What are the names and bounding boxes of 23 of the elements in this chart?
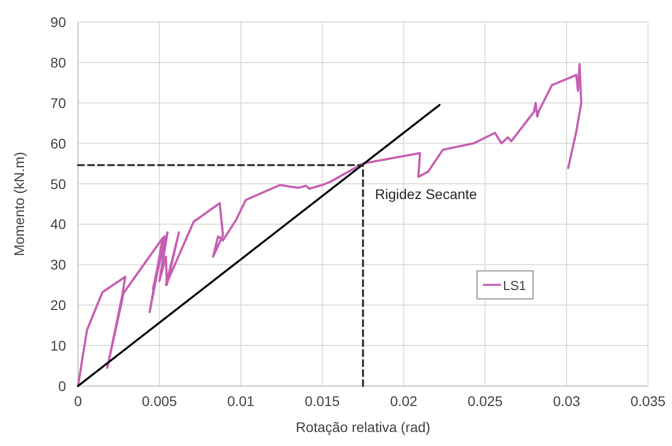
y-tick-label: 10	[50, 338, 66, 354]
x-tick-label: 0.015	[304, 393, 340, 409]
x-tick-label: 0.025	[468, 393, 503, 409]
y-tick-label: 40	[50, 216, 66, 232]
legend-label: LS1	[503, 278, 526, 293]
y-tick-label: 20	[50, 297, 66, 314]
y-tick-label: 0	[58, 378, 66, 394]
y-tick-label: 50	[50, 176, 66, 192]
x-tick-label: 0.03	[552, 393, 580, 409]
y-tick-label: 70	[50, 94, 66, 111]
x-tick-label: 0.02	[390, 393, 418, 409]
x-axis-title: Rotação relativa (rad)	[296, 419, 430, 435]
y-tick-label: 90	[50, 14, 66, 30]
line-series	[76, 62, 582, 388]
x-tick-label: 0.01	[227, 393, 255, 409]
y-tick-label: 30	[50, 256, 66, 273]
y-tick-label: 80	[50, 54, 66, 70]
y-axis-title: Momento (kN.m)	[11, 152, 27, 256]
x-tick-label: 0	[74, 393, 82, 409]
x-tick-label: 0.005	[142, 393, 178, 409]
y-tick-label: 60	[50, 135, 66, 152]
annotation: Rigidez Secante	[375, 186, 478, 202]
x-tick-label: 0.035	[630, 393, 666, 409]
